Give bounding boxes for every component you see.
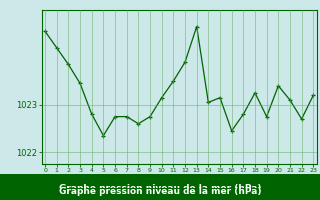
- Text: Graphe pression niveau de la mer (hPa): Graphe pression niveau de la mer (hPa): [59, 184, 261, 193]
- Text: Graphe pression niveau de la mer (hPa): Graphe pression niveau de la mer (hPa): [59, 188, 261, 196]
- X-axis label: Graphe pression niveau de la mer (hPa): Graphe pression niveau de la mer (hPa): [0, 199, 1, 200]
